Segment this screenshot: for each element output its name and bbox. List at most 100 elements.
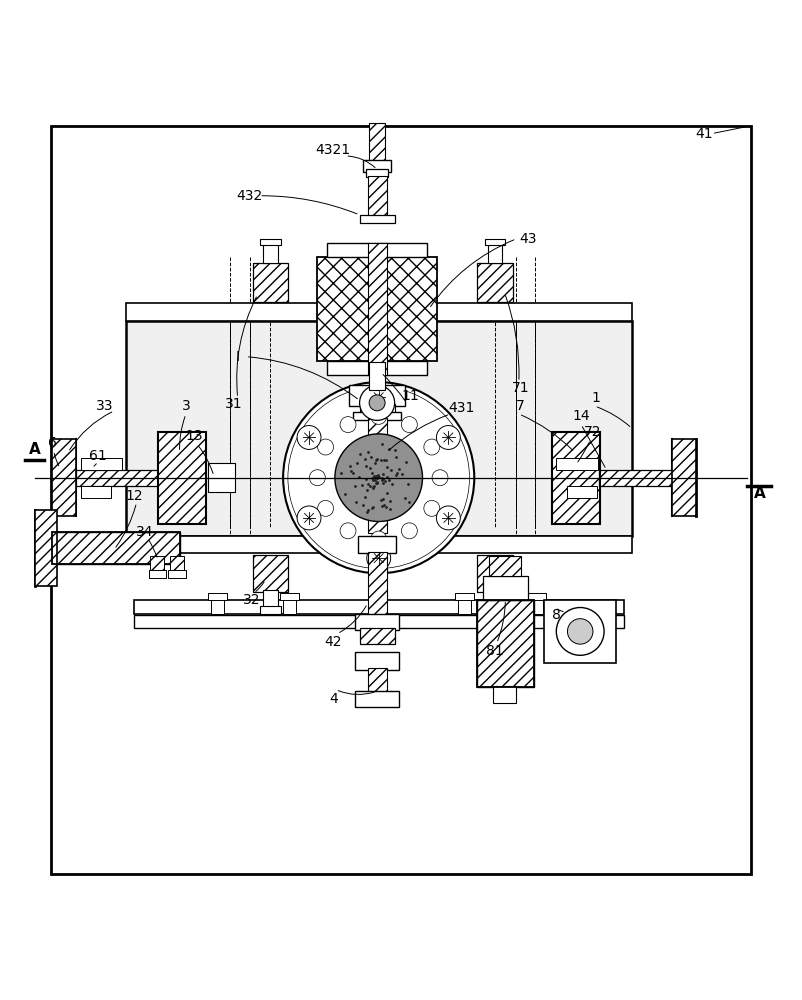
Bar [492,686,516,703]
Text: 14: 14 [572,409,589,423]
Bar [358,536,396,553]
Circle shape [557,608,604,655]
Circle shape [432,470,448,486]
Text: 43: 43 [520,232,537,246]
Bar [126,303,632,321]
Text: 431: 431 [448,401,475,415]
Bar [370,123,385,162]
Bar [477,263,512,302]
Text: 72: 72 [583,425,601,439]
Circle shape [369,395,385,411]
Bar [168,570,186,578]
Bar [158,432,206,524]
Circle shape [367,385,391,409]
Bar [367,243,387,375]
Text: 8: 8 [552,608,561,622]
Text: 1: 1 [592,391,601,405]
Text: 32: 32 [242,593,260,607]
Text: 34: 34 [136,525,153,539]
Bar [263,590,277,608]
Bar [369,362,385,390]
Circle shape [283,382,474,573]
Bar [170,556,184,572]
Bar [484,606,505,614]
Bar [557,458,597,470]
Text: 13: 13 [185,429,203,443]
Circle shape [423,439,439,455]
Bar [353,412,401,420]
Text: I: I [236,350,240,364]
Circle shape [318,500,334,516]
Bar [488,244,502,263]
Circle shape [310,470,326,486]
Bar [354,691,399,707]
Bar [349,385,405,406]
Bar [545,600,616,663]
Bar [34,510,57,586]
Bar [134,600,624,614]
Bar [672,439,695,516]
Bar [359,215,395,223]
Bar [150,556,164,572]
Bar [327,361,427,375]
Text: 4: 4 [329,692,338,706]
Text: 42: 42 [325,635,342,649]
Circle shape [297,426,321,449]
Bar [488,590,502,608]
Bar [52,439,76,516]
Bar [318,257,437,361]
Bar [367,552,387,615]
Bar [209,463,235,492]
Text: 12: 12 [125,489,143,503]
Bar [527,593,546,600]
Bar [260,606,281,614]
Bar [76,470,160,486]
Bar [126,536,632,553]
Bar [134,615,624,628]
Bar [456,593,474,600]
Bar [489,556,521,576]
Bar [483,576,528,600]
Circle shape [359,385,395,420]
Circle shape [401,523,417,539]
Bar [476,600,534,687]
Bar [476,600,534,687]
Text: 11: 11 [402,389,419,403]
Circle shape [401,417,417,433]
Bar [367,176,387,217]
Bar [52,532,180,564]
Bar [459,596,471,614]
Bar [553,432,600,524]
Bar [280,593,299,600]
Circle shape [318,439,334,455]
Bar [553,432,600,524]
Bar [359,628,395,644]
Bar [209,593,228,600]
Text: A: A [754,486,765,501]
Circle shape [367,546,391,570]
Bar [354,652,399,670]
Bar [148,570,166,578]
Bar [327,243,427,257]
Bar [366,169,388,177]
Bar [367,668,387,694]
Bar [567,486,597,498]
Circle shape [436,426,460,449]
Text: 61: 61 [90,449,107,463]
Text: 4321: 4321 [316,143,350,157]
Bar [51,126,751,874]
Circle shape [371,408,387,424]
Bar [367,418,387,533]
Bar [530,596,543,614]
Bar [212,596,225,614]
Bar [253,555,288,592]
Bar [52,532,180,564]
Text: 41: 41 [695,127,712,141]
Text: A: A [29,442,41,457]
Text: 7: 7 [516,399,525,413]
Bar [363,160,391,172]
Bar [81,458,122,470]
Bar [477,555,512,592]
Bar [359,404,395,414]
Text: 3: 3 [181,399,190,413]
